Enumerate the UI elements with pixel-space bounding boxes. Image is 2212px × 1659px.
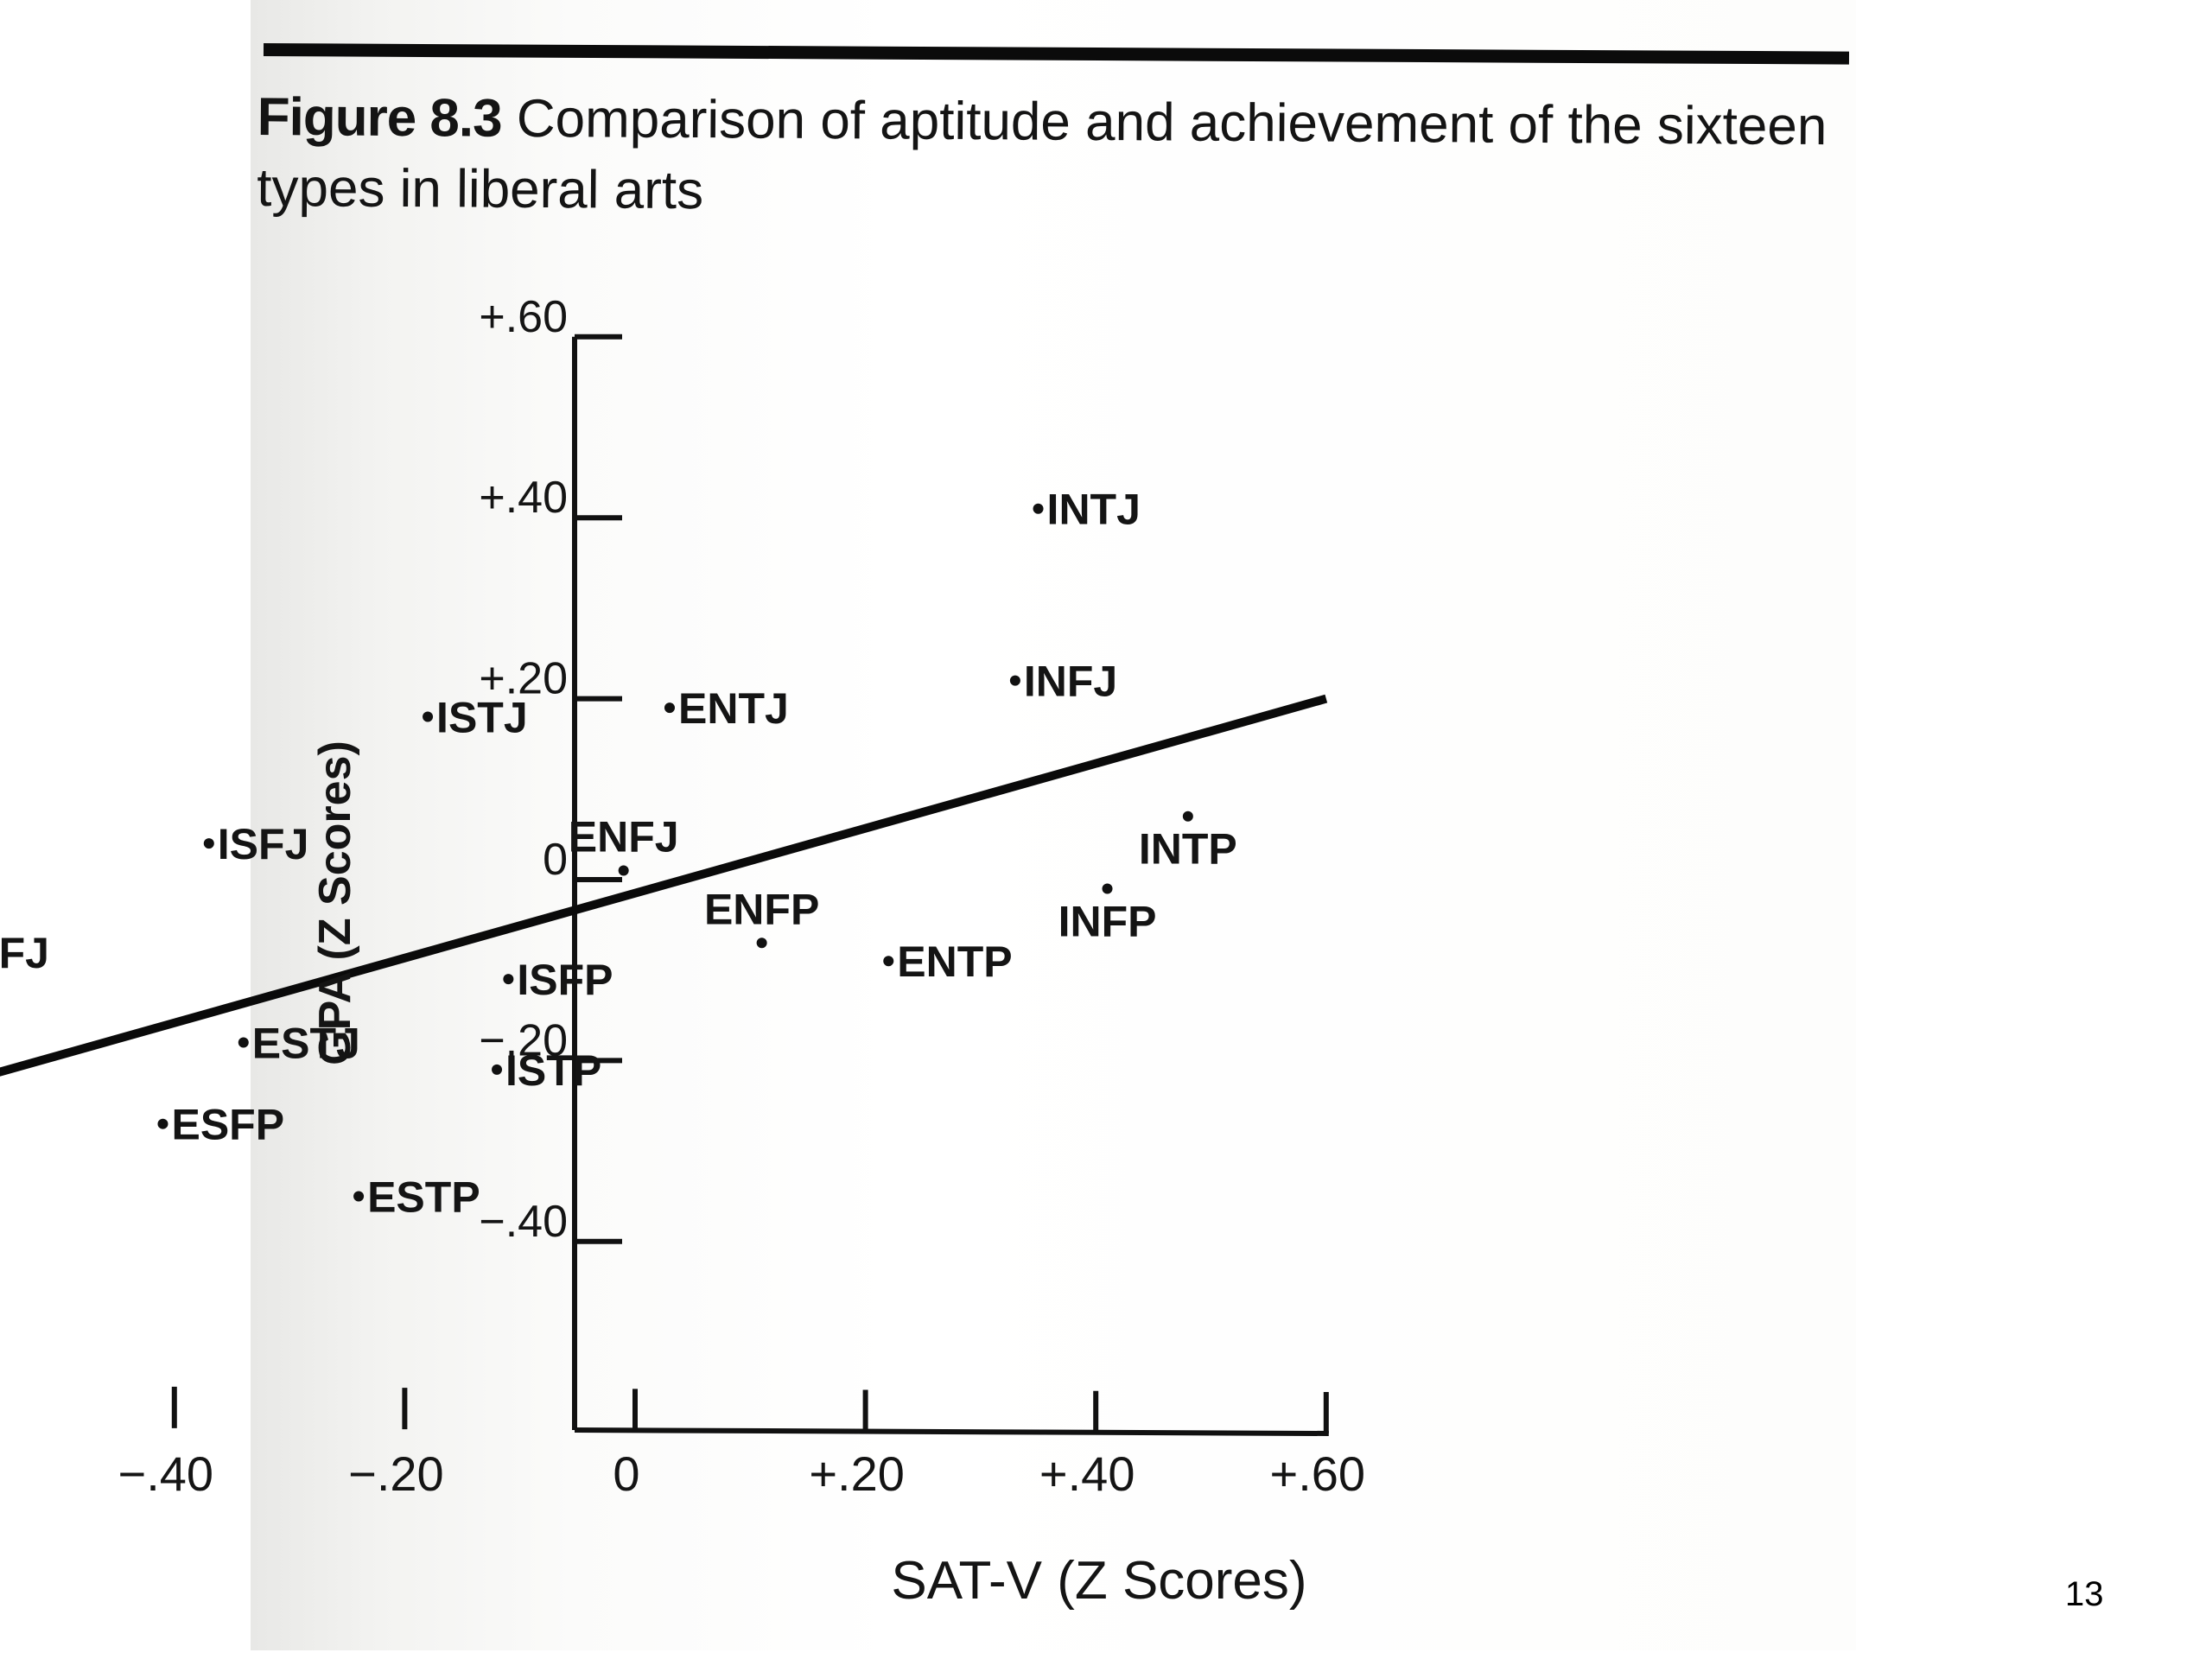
- data-point-estj: [238, 1037, 249, 1048]
- x-tick-label: −.40: [118, 1446, 214, 1501]
- data-point-intp: [1182, 810, 1193, 822]
- data-point-entp: [883, 956, 894, 967]
- point-label-estp: ESTP: [367, 1173, 480, 1221]
- x-tick-label: +.60: [1270, 1446, 1366, 1501]
- y-axis-label: GPA (Z Scores): [310, 741, 360, 1065]
- point-label-enfp: ENFP: [704, 885, 819, 933]
- data-point-enfp: [756, 938, 767, 949]
- data-point-estp: [353, 1191, 365, 1202]
- page-number: 13: [2065, 1575, 2104, 1613]
- data-point-entj: [664, 702, 675, 714]
- data-point-istp: [492, 1064, 503, 1075]
- data-point-isfj: [203, 838, 214, 849]
- trend-line-group: [0, 694, 1328, 1077]
- chart-axes: +.60+.40+.200−.20−.40−.60−.40−.200+.20+.…: [118, 292, 1366, 1501]
- point-label-entp: ENTP: [897, 938, 1012, 986]
- x-axis-line: [574, 1427, 1329, 1436]
- data-point-enfj: [618, 865, 629, 876]
- point-label-esfj: ESFJ: [0, 929, 49, 977]
- point-label-infj: INFJ: [1024, 658, 1117, 706]
- data-point-esfp: [157, 1118, 168, 1129]
- y-tick-label: −.20: [479, 1015, 568, 1065]
- point-label-estj: ESTJ: [252, 1019, 360, 1067]
- y-tick-label: 0: [543, 835, 568, 885]
- point-label-infp: INFP: [1058, 897, 1157, 945]
- data-point-isfp: [503, 974, 514, 985]
- point-label-istp: ISTP: [505, 1046, 601, 1095]
- x-tick-label: −.20: [348, 1446, 444, 1501]
- data-point-istj: [423, 711, 434, 722]
- point-label-intp: INTP: [1139, 825, 1237, 874]
- scanned-page: [251, 0, 1856, 1650]
- point-label-esfp: ESFP: [171, 1101, 284, 1149]
- x-tick-label: +.40: [1039, 1446, 1135, 1501]
- y-tick-label: −.40: [479, 1197, 568, 1247]
- point-label-istj: ISTJ: [436, 694, 528, 742]
- y-tick-label: +.20: [479, 654, 568, 704]
- point-label-isfp: ISFP: [517, 956, 613, 1004]
- y-tick-label: +.40: [479, 473, 568, 523]
- y-tick-label: +.60: [479, 292, 568, 342]
- data-point-intj: [1033, 503, 1044, 514]
- x-axis-label: SAT-V (Z Scores): [891, 1551, 1306, 1611]
- trend-line: [0, 694, 1328, 1077]
- data-points: INTJ INFJ ISTJ ENTJ ISFJ ENFJ INTP ENFP INFP ESFJ…: [0, 486, 1237, 1222]
- data-point-infp: [1102, 883, 1113, 894]
- point-label-enfj: ENFJ: [569, 813, 679, 861]
- data-point-infj: [1009, 675, 1020, 686]
- point-label-intj: INTJ: [1047, 486, 1141, 534]
- x-tick-label: +.20: [809, 1446, 905, 1501]
- x-tick-label: 0: [613, 1446, 639, 1501]
- point-label-entj: ENTJ: [678, 684, 789, 733]
- point-label-isfj: ISFJ: [218, 820, 309, 868]
